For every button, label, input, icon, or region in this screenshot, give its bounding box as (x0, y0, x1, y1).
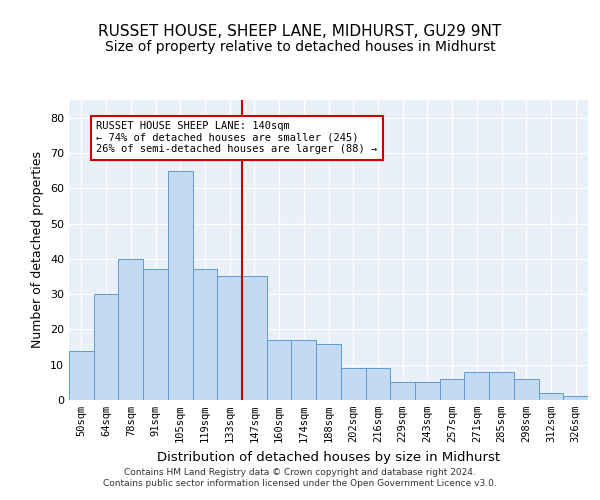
Bar (341, 368, 365, 400)
X-axis label: Distribution of detached houses by size in Midhurst: Distribution of detached houses by size … (157, 450, 500, 464)
Text: Size of property relative to detached houses in Midhurst: Size of property relative to detached ho… (104, 40, 496, 54)
Bar (118, 259, 143, 400)
Y-axis label: Number of detached properties: Number of detached properties (31, 152, 44, 348)
Bar (563, 396, 588, 400)
Text: Contains HM Land Registry data © Crown copyright and database right 2024.
Contai: Contains HM Land Registry data © Crown c… (103, 468, 497, 487)
Bar (415, 382, 440, 400)
Bar (489, 372, 514, 400)
Bar (464, 372, 489, 400)
Bar (514, 379, 539, 400)
Bar (168, 170, 193, 400)
Bar (94, 294, 118, 400)
Bar (267, 340, 292, 400)
Bar (292, 340, 316, 400)
Bar (143, 270, 168, 400)
Bar (217, 276, 242, 400)
Bar (390, 382, 415, 400)
Text: RUSSET HOUSE, SHEEP LANE, MIDHURST, GU29 9NT: RUSSET HOUSE, SHEEP LANE, MIDHURST, GU29… (98, 24, 502, 39)
Bar (242, 276, 267, 400)
Bar (316, 344, 341, 400)
Text: RUSSET HOUSE SHEEP LANE: 140sqm
← 74% of detached houses are smaller (245)
26% o: RUSSET HOUSE SHEEP LANE: 140sqm ← 74% of… (96, 121, 377, 154)
Bar (193, 270, 217, 400)
Bar (440, 379, 464, 400)
Bar (365, 368, 390, 400)
Bar (539, 393, 563, 400)
Bar (69, 350, 94, 400)
